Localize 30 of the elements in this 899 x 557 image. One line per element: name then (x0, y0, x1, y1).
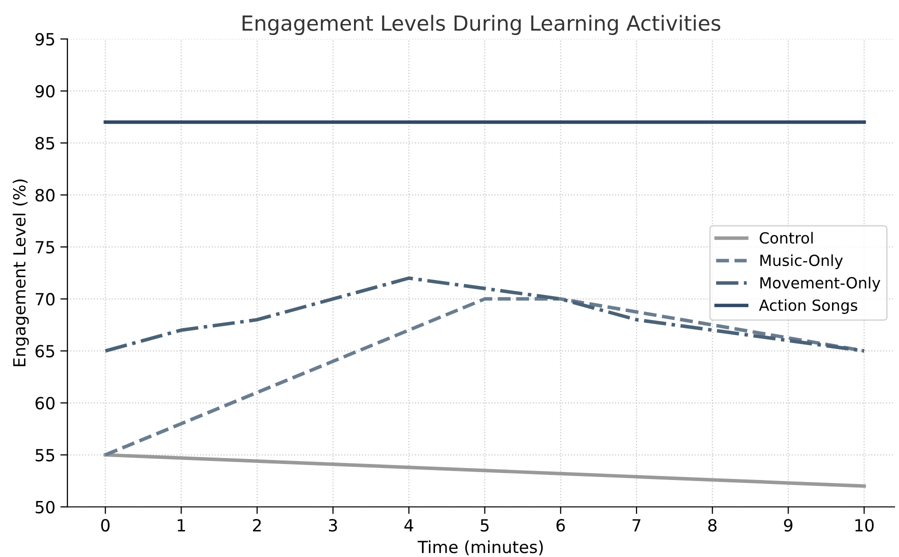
legend-label: Movement-Only (760, 276, 880, 292)
x-tick-label: 7 (632, 519, 640, 532)
y-tick-label: 50 (36, 500, 55, 514)
legend-label: Music-Only (760, 254, 843, 270)
x-tick-label: 9 (784, 518, 792, 532)
x-tick-label: 5 (480, 519, 489, 532)
x-tick-label: 8 (708, 518, 717, 532)
y-tick-label: 90 (35, 84, 55, 98)
x-tick-label: 3 (328, 518, 337, 532)
y-tick-label: 70 (36, 292, 55, 306)
x-tick-label: 1 (178, 519, 186, 532)
chart-title: Engagement Levels During Learning Activities (242, 14, 720, 35)
x-tick-label: 2 (253, 518, 261, 532)
legend-label: Action Songs (759, 299, 858, 314)
y-tick-label: 65 (36, 344, 54, 358)
y-axis-title: Engagement Level (%) (12, 179, 29, 366)
y-tick-label: 75 (36, 241, 54, 254)
y-tick-label: 55 (36, 449, 54, 462)
x-tick-label: 4 (404, 519, 414, 532)
y-tick-label: 85 (36, 136, 54, 150)
x-tick-label: 0 (101, 518, 110, 532)
y-tick-label: 60 (36, 396, 55, 410)
x-tick-label: 10 (855, 518, 874, 532)
y-tick-label: 80 (36, 188, 55, 202)
line-series (104, 453, 866, 488)
line-series (104, 297, 866, 457)
legend-label: Control (760, 232, 813, 244)
x-tick-label: 6 (556, 518, 565, 532)
x-axis-title: Time (minutes) (418, 540, 543, 556)
y-tick-label: 95 (35, 32, 54, 46)
